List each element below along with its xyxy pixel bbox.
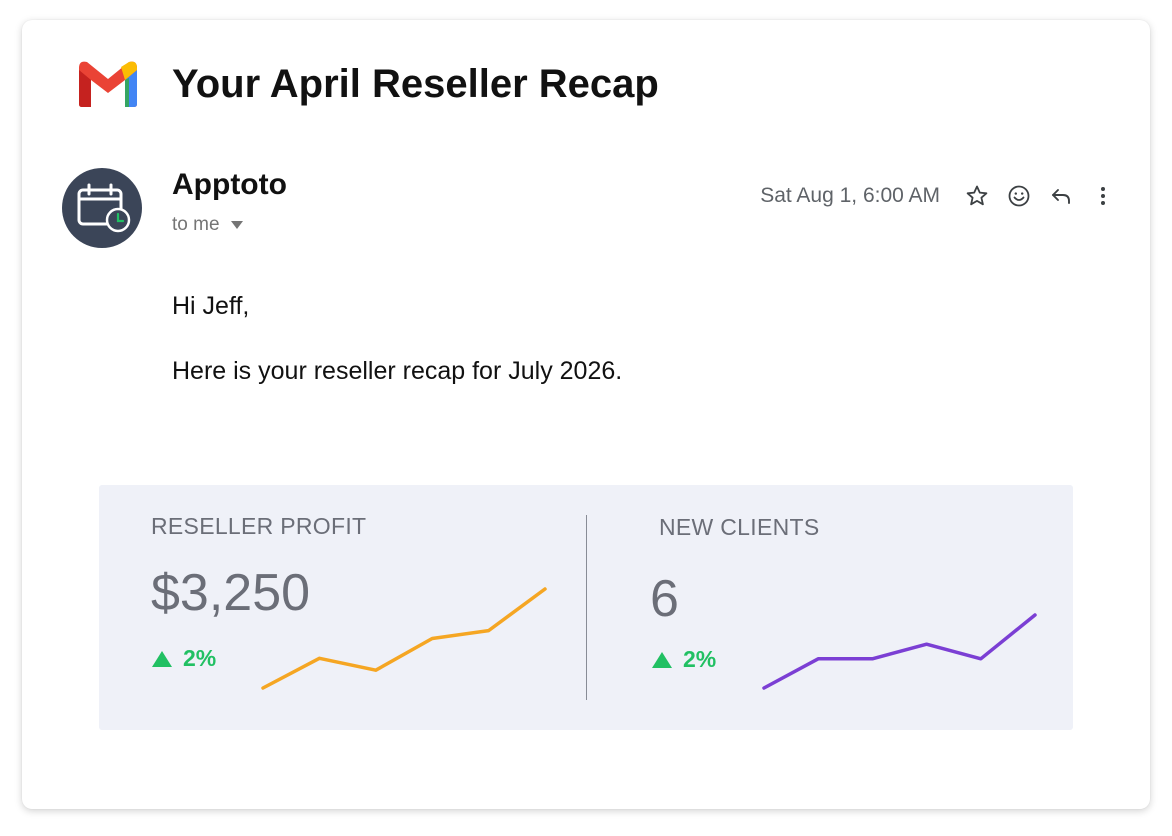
gmail-logo	[79, 61, 137, 107]
star-button[interactable]	[964, 183, 990, 209]
stat-change-value: 2%	[183, 645, 217, 671]
sparkline-clients	[762, 613, 1037, 690]
reply-button[interactable]	[1048, 183, 1074, 209]
emoji-reaction-button[interactable]	[1006, 183, 1032, 209]
email-subject: Your April Reseller Recap	[172, 62, 659, 106]
sender-name[interactable]: Apptoto	[172, 168, 287, 201]
smiley-icon	[1008, 185, 1030, 207]
stat-change: 2%	[651, 646, 716, 673]
sparkline-profit	[261, 587, 547, 690]
email-intro: Here is your reseller recap for July 202…	[172, 357, 623, 385]
message-actions: Sat Aug 1, 6:00 AM	[760, 183, 1116, 209]
star-icon	[966, 185, 988, 206]
recipient-label: to me	[172, 214, 220, 235]
stat-label: RESELLER PROFIT	[151, 513, 367, 539]
caret-down-icon[interactable]	[230, 220, 244, 230]
email-greeting: Hi Jeff,	[172, 292, 250, 320]
sparkline-series-0	[261, 587, 547, 690]
stat-value: $3,250	[151, 564, 311, 622]
email-card: Your April Reseller Recap Apptoto to me …	[22, 20, 1150, 809]
sparkline-series-0	[762, 613, 1037, 690]
recipient-line: to me	[172, 214, 244, 236]
stat-label: NEW CLIENTS	[659, 514, 820, 540]
calendar-clock-icon	[77, 183, 131, 233]
avatar[interactable]	[62, 168, 142, 248]
stat-change: 2%	[151, 645, 216, 672]
more-options-button[interactable]	[1090, 183, 1116, 209]
stat-reseller-profit: RESELLER PROFIT $3,250 2%	[99, 485, 586, 730]
more-vertical-icon	[1101, 187, 1105, 205]
stat-value: 6	[650, 570, 679, 628]
triangle-up-icon	[152, 650, 172, 667]
stats-divider	[586, 515, 587, 700]
reply-icon	[1052, 189, 1070, 204]
message-date: Sat Aug 1, 6:00 AM	[760, 184, 940, 207]
stat-new-clients: NEW CLIENTS 6 2%	[586, 485, 1073, 730]
stats-panel: RESELLER PROFIT $3,250 2% NEW CLIENTS 6 …	[99, 485, 1073, 730]
stat-change-value: 2%	[683, 646, 717, 672]
triangle-up-icon	[652, 651, 672, 668]
